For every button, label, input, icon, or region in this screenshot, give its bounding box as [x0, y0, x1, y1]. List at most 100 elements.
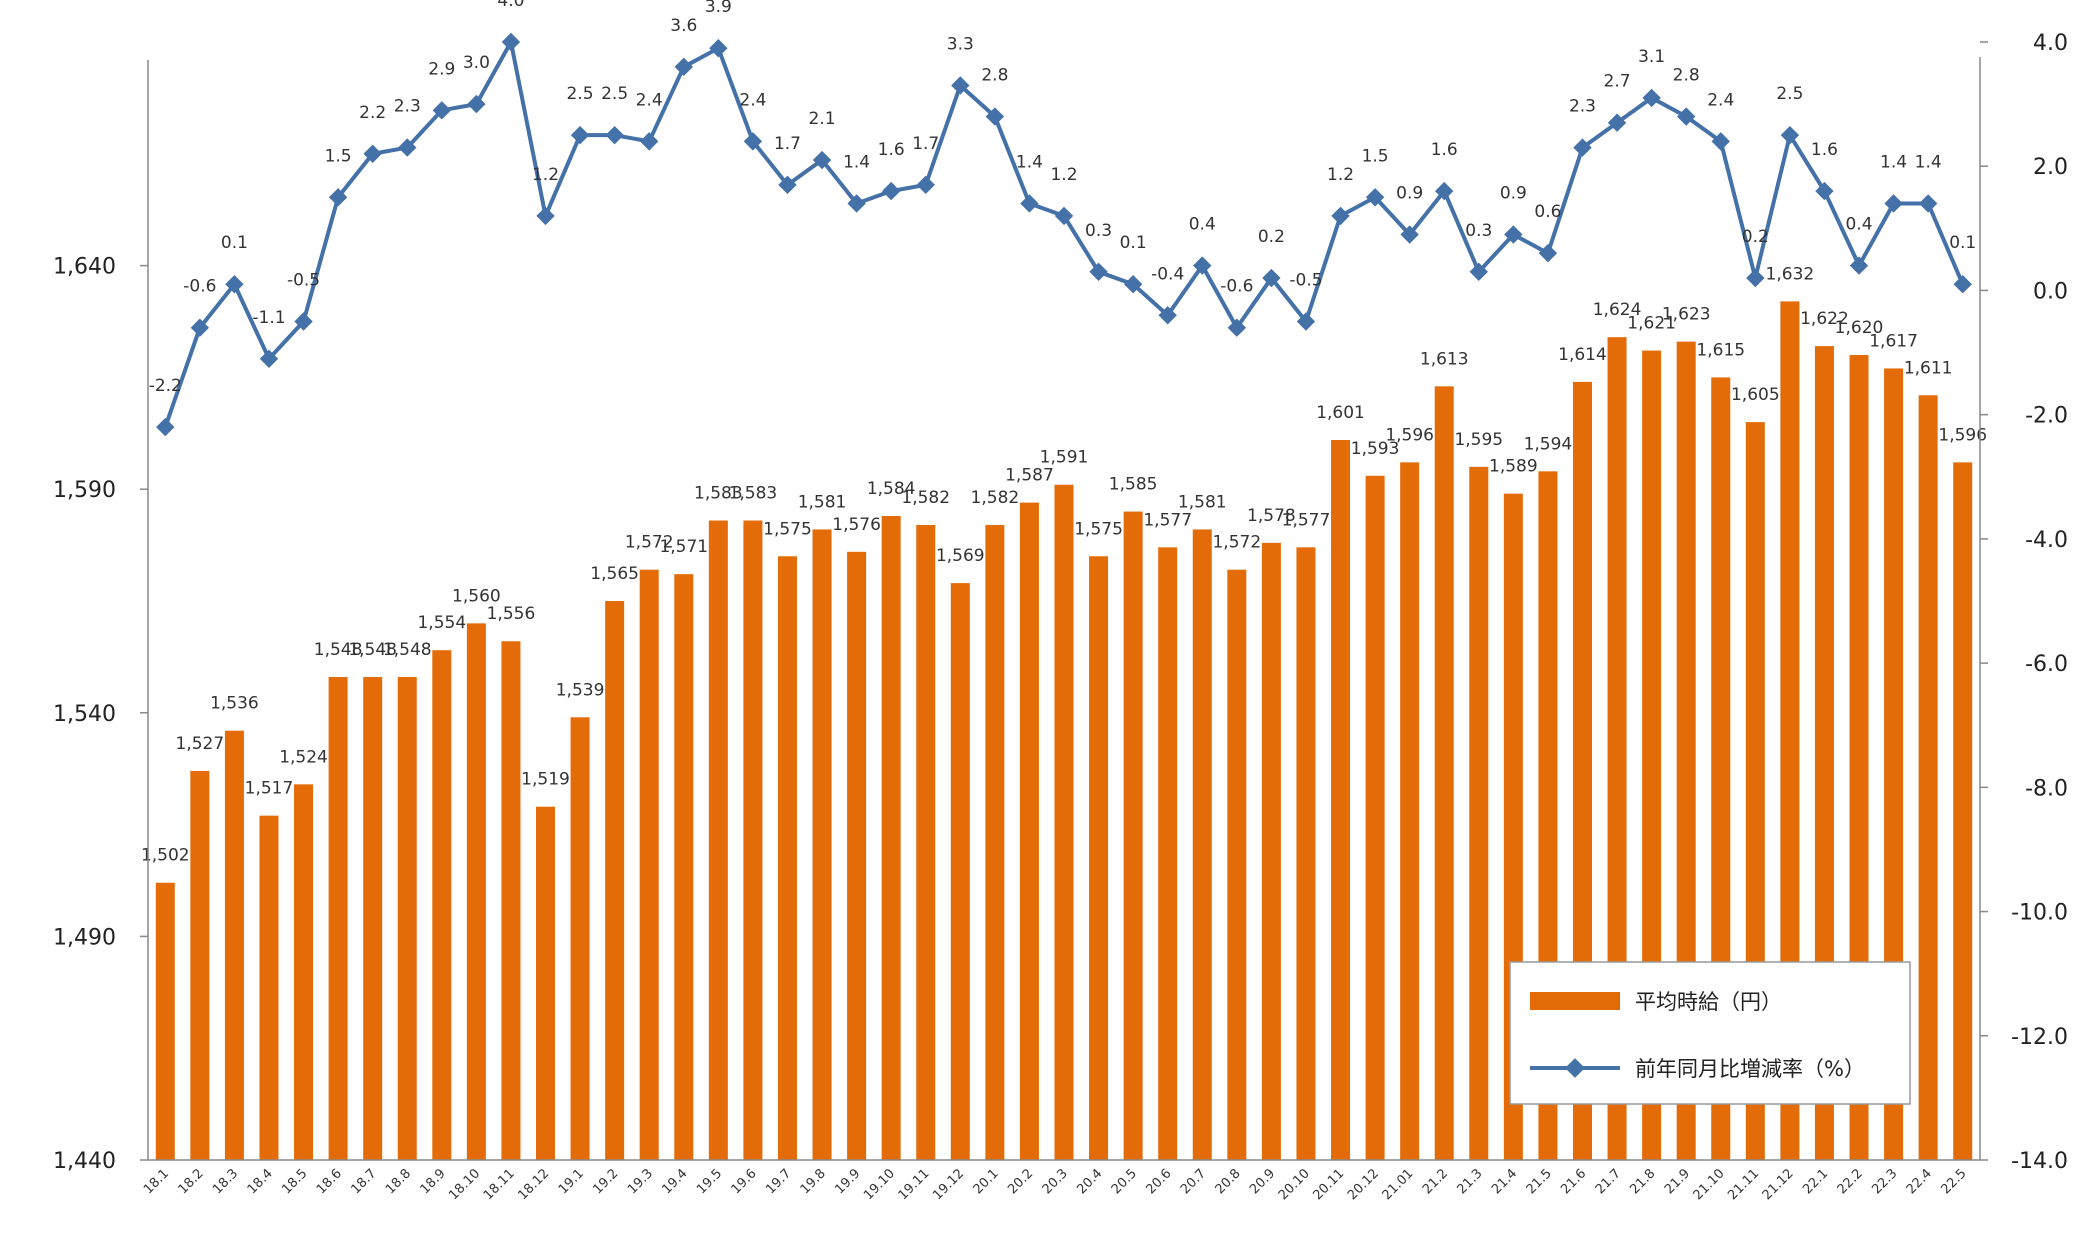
bar-value-label: 1,581 [798, 492, 847, 512]
bar-value-label: 1,577 [1282, 510, 1331, 530]
bar-value-label: 1,601 [1316, 403, 1365, 423]
line-marker [1020, 194, 1039, 213]
pct-value-label: 0.1 [1949, 233, 1976, 253]
x-tick-label: 21.01 [1380, 1166, 1417, 1203]
pct-value-label: 2.8 [1673, 66, 1700, 86]
bar [1676, 341, 1696, 1160]
bar [1296, 547, 1316, 1160]
pct-value-label: 2.5 [601, 84, 628, 104]
bar [985, 524, 1005, 1160]
x-tick-label: 21.4 [1489, 1166, 1520, 1197]
bar-value-label: 1,594 [1524, 434, 1573, 454]
pct-value-label: 1.4 [1915, 152, 1942, 172]
x-tick-label: 20.1 [971, 1166, 1002, 1197]
x-tick-label: 18.6 [314, 1166, 345, 1197]
x-tick-label: 20.6 [1143, 1166, 1174, 1197]
pct-value-label: 0.3 [1085, 221, 1112, 241]
bar-value-label: 1,569 [936, 546, 985, 566]
pct-value-label: 2.4 [739, 90, 766, 110]
bar [1814, 346, 1834, 1160]
line-marker [778, 175, 797, 195]
line-marker [398, 138, 417, 157]
line-marker [743, 132, 763, 151]
line-marker [605, 125, 624, 145]
line-marker [812, 150, 832, 170]
pct-value-label: 2.2 [359, 103, 386, 123]
bar [1331, 440, 1351, 1160]
line-marker [1435, 181, 1454, 201]
bar-value-label: 1,585 [1109, 475, 1158, 495]
bar [674, 574, 694, 1160]
line-marker [1780, 125, 1800, 145]
line-marker [1953, 275, 1972, 294]
line-marker [1676, 107, 1696, 126]
bar-value-label: 1,613 [1420, 349, 1469, 369]
bar [294, 784, 314, 1160]
legend-swatch-marker [1565, 1058, 1585, 1078]
bar [1089, 556, 1109, 1160]
bar-value-label: 1,596 [1938, 425, 1987, 445]
bar [708, 520, 728, 1160]
bar [743, 520, 763, 1160]
x-tick-label: 19.4 [660, 1166, 691, 1197]
x-tick-label: 21.10 [1691, 1166, 1728, 1203]
bar-value-label: 1,576 [832, 515, 881, 535]
x-tick-label: 21.8 [1627, 1166, 1658, 1197]
right-tick-label: -2.0 [2025, 404, 2068, 429]
bar [1434, 386, 1454, 1160]
bar [1054, 484, 1074, 1160]
pct-value-label: 3.1 [1638, 47, 1665, 67]
x-tick-label: 18.2 [176, 1166, 207, 1197]
bar-value-label: 1,536 [210, 694, 259, 714]
line-marker [190, 318, 210, 337]
bar [1158, 547, 1178, 1160]
pct-value-label: 0.1 [1120, 233, 1147, 253]
line-marker [1469, 262, 1488, 282]
line-marker [1158, 306, 1177, 325]
right-tick-label: 4.0 [2033, 31, 2068, 56]
bar-value-label: 1,583 [694, 484, 743, 504]
bar [1607, 337, 1627, 1161]
line-marker [1642, 88, 1661, 108]
x-tick-label: 18.11 [481, 1166, 518, 1203]
line-marker [1331, 206, 1350, 226]
bar-value-label: 1,614 [1558, 345, 1607, 365]
x-tick-label: 20.11 [1310, 1166, 1347, 1203]
bar-value-label: 1,556 [487, 604, 536, 624]
x-tick-label: 22.3 [1869, 1166, 1900, 1197]
pct-value-label: 1.5 [325, 146, 352, 166]
pct-value-label: 2.8 [981, 66, 1008, 86]
bar-value-label: 1,517 [245, 779, 294, 799]
line-marker [1227, 318, 1247, 337]
x-tick-label: 19.5 [694, 1166, 725, 1197]
x-tick-label: 19.11 [896, 1166, 933, 1203]
line-marker [259, 349, 279, 368]
bar [363, 677, 383, 1160]
pct-value-label: 2.3 [1569, 97, 1596, 117]
pct-value-label: 0.1 [221, 233, 248, 253]
x-tick-label: 20.10 [1276, 1166, 1313, 1203]
pct-value-label: -0.6 [1220, 277, 1253, 297]
left-tick-label: 1,590 [53, 478, 116, 503]
bar-value-label: 1,524 [279, 747, 328, 767]
line-marker [847, 194, 866, 213]
right-tick-label: -10.0 [2011, 901, 2068, 926]
x-tick-label: 20.12 [1345, 1166, 1382, 1203]
pct-value-label: -1.1 [252, 308, 285, 328]
bar-label-group: 1,5021,5271,5361,5171,5241,5481,5481,548… [141, 264, 1987, 865]
bar [224, 730, 244, 1160]
bar-value-label: 1,575 [1074, 519, 1123, 539]
pct-value-label: 0.4 [1189, 215, 1216, 235]
line-marker [640, 132, 659, 151]
pct-label-group: -2.2-0.60.1-1.1-0.51.52.2 2.32.9 3.04.01.2… [149, 0, 1977, 396]
legend-box [1509, 961, 1911, 1105]
x-tick-label: 18.9 [418, 1166, 449, 1197]
bar [536, 806, 556, 1160]
line-marker [674, 57, 693, 77]
pct-value-label: -0.5 [1289, 271, 1322, 291]
bar-value-label: 1,548 [314, 640, 363, 660]
pct-value-label: 3.9 [705, 0, 732, 17]
pct-value-label: 2.1 [809, 109, 836, 129]
bar-value-label: 1,571 [659, 537, 708, 557]
bar [259, 815, 279, 1160]
